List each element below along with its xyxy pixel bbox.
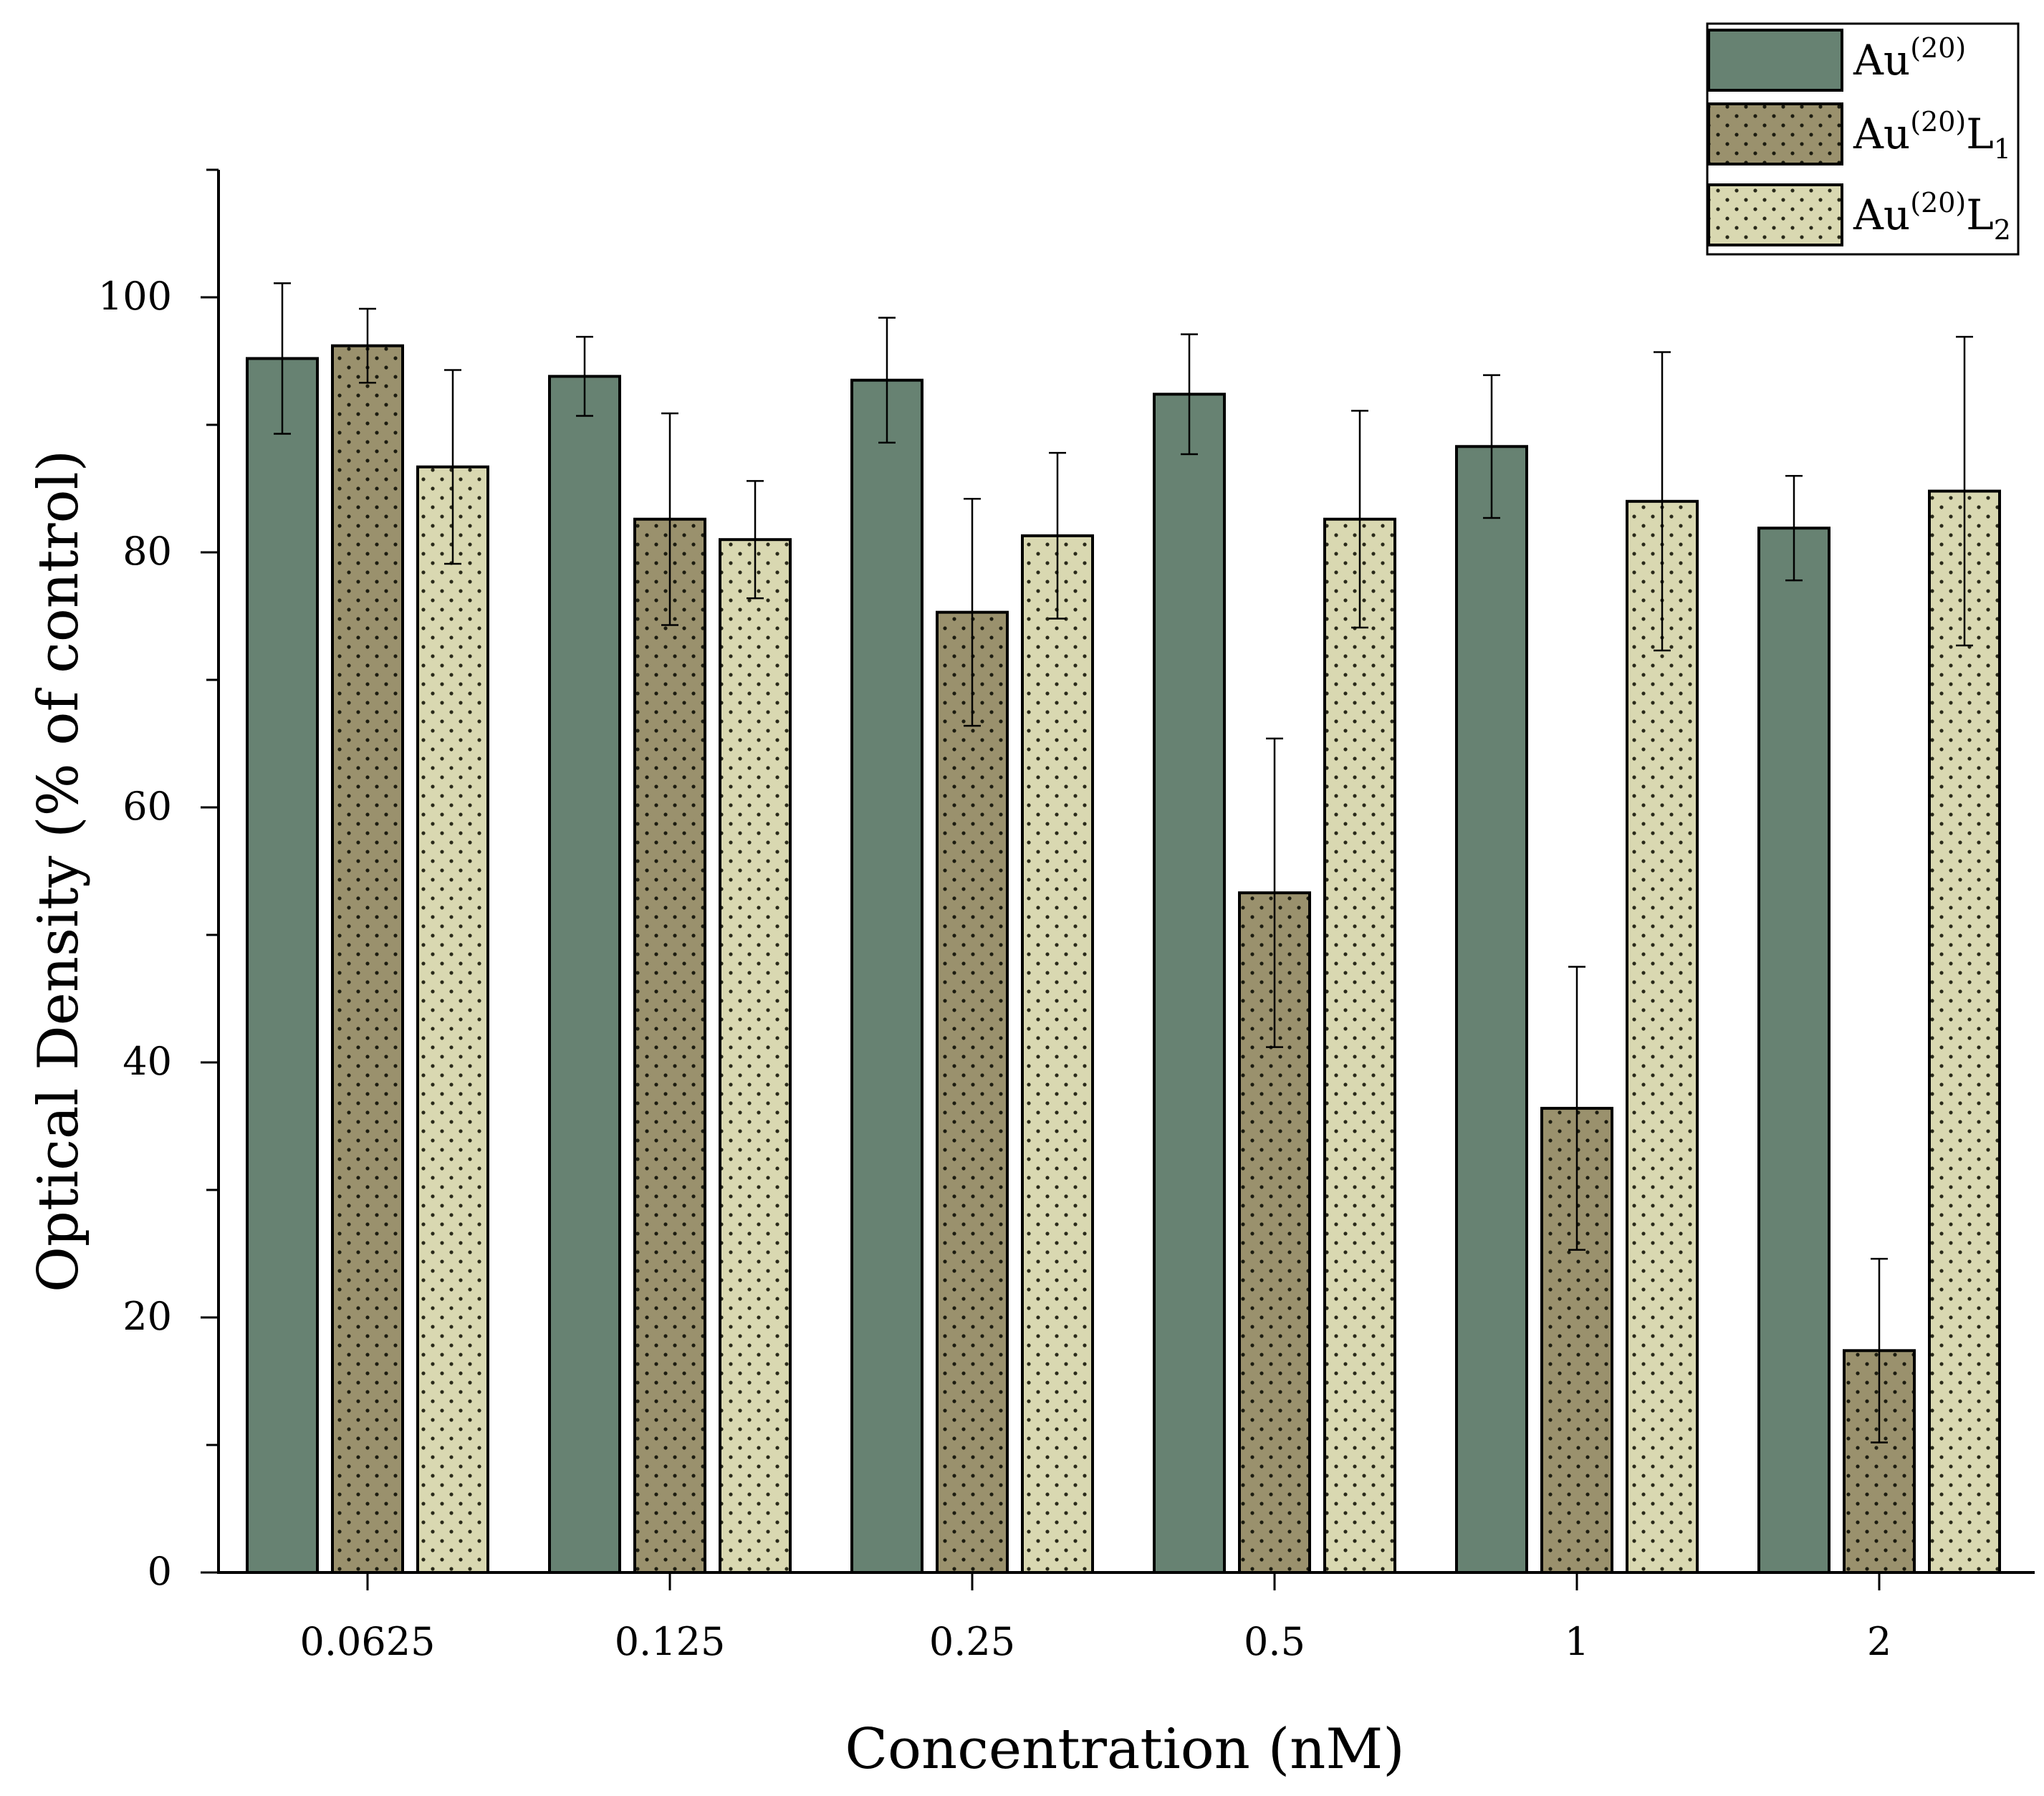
error-bar-series3-0.5: [1351, 410, 1368, 629]
bar-series2-0.0625: [331, 344, 404, 1574]
bar-series3-0.25: [1021, 534, 1094, 1574]
legend: Au(20) Au(20)L1 Au(20)L2: [1706, 22, 2020, 256]
error-bar-series3-0.25: [1049, 451, 1066, 620]
x-tick-label: 0.5: [1244, 1619, 1305, 1664]
legend-label: Au(20): [1853, 32, 1966, 85]
bar-series1-2: [1757, 527, 1831, 1574]
x-tick-label: 0.25: [929, 1619, 1015, 1664]
x-tick-label: 0.125: [615, 1619, 726, 1664]
legend-label: Au(20)L2: [1853, 187, 2011, 246]
legend-swatch: [1707, 102, 1843, 165]
bars-layer: [246, 344, 2001, 1575]
bar-series3-1: [1626, 499, 1699, 1574]
y-tick-label: 40: [123, 1039, 172, 1084]
legend-swatch: [1707, 183, 1843, 246]
error-bar-series1-1: [1483, 374, 1500, 519]
bar-series1-1: [1455, 445, 1528, 1574]
error-bar-series1-0.25: [878, 317, 896, 444]
error-bar-series3-0.125: [747, 480, 764, 600]
error-bar-series2-0.0625: [359, 307, 376, 384]
error-bar-series1-0.125: [576, 335, 593, 417]
error-bar-series2-2: [1871, 1257, 1888, 1444]
legend-item-1: Au(20): [1707, 29, 1966, 92]
error-bar-series1-2: [1785, 474, 1803, 582]
legend-item-2: Au(20)L1: [1707, 102, 2011, 165]
error-bars-layer: [274, 282, 1973, 1444]
x-ticks: 0.0625 0.125 0.25 0.5 1 2: [300, 1572, 1891, 1664]
x-axis-label: Concentration (nM): [845, 1717, 1404, 1782]
y-tick-label: 0: [148, 1549, 172, 1594]
error-bar-series3-0.0625: [444, 369, 461, 565]
error-bar-series1-0.0625: [274, 282, 291, 435]
x-tick-label: 2: [1867, 1619, 1891, 1664]
y-tick-label: 20: [123, 1294, 172, 1339]
bar-series3-0.5: [1323, 517, 1396, 1574]
bar-series3-2: [1928, 489, 2001, 1574]
error-bar-series1-0.5: [1181, 333, 1198, 456]
bar-series1-0.5: [1153, 393, 1226, 1574]
error-bar-series3-2: [1956, 335, 1973, 647]
error-bar-series2-0.25: [964, 497, 981, 727]
y-axis-label: Optical Density (% of control): [27, 450, 91, 1292]
x-tick-label: 1: [1565, 1619, 1589, 1664]
legend-swatch: [1707, 29, 1843, 92]
bar-series1-0.125: [548, 375, 621, 1574]
bar-series1-0.0625: [246, 357, 319, 1575]
bar-series2-0.125: [633, 517, 706, 1574]
x-tick-label: 0.0625: [300, 1619, 436, 1664]
bar-series3-0.125: [719, 538, 792, 1575]
bar-series1-0.25: [850, 378, 923, 1575]
error-bar-series3-1: [1654, 351, 1671, 652]
error-bar-series2-1: [1568, 966, 1585, 1251]
legend-label: Au(20)L1: [1853, 106, 2011, 165]
y-tick-label: 100: [98, 274, 172, 319]
error-bar-series2-0.125: [661, 412, 678, 626]
axes: [217, 170, 2035, 1574]
bar-series2-0.25: [936, 610, 1009, 1574]
y-ticks: 0 20 40 60 80 100: [98, 168, 219, 1594]
y-tick-label: 80: [123, 529, 172, 574]
y-tick-label: 60: [123, 784, 172, 829]
bar-series3-0.0625: [416, 465, 489, 1574]
error-bar-series2-0.5: [1266, 737, 1283, 1048]
legend-item-3: Au(20)L2: [1707, 183, 2011, 246]
